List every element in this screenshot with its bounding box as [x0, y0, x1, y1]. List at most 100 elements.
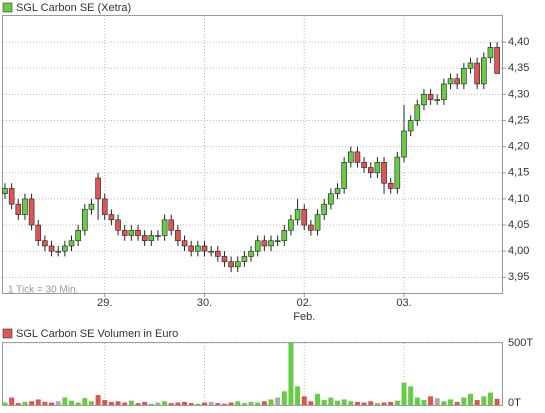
volume-bar: [414, 397, 420, 405]
volume-bar: [75, 402, 81, 405]
candle-body: [155, 235, 161, 237]
candle-body: [474, 62, 480, 85]
candle-body: [281, 229, 288, 242]
volume-bar: [135, 403, 141, 405]
candle-body: [195, 245, 201, 252]
volume-bar: [388, 401, 394, 405]
annotation: 1 Tick = 30 Min.: [8, 285, 78, 296]
x-tick-label: 02.: [297, 297, 312, 309]
candle-body: [201, 245, 208, 252]
candle-body: [82, 209, 88, 231]
candle-body: [294, 209, 301, 221]
y-tick-label: 4,20: [508, 141, 529, 153]
candle-body: [487, 47, 494, 59]
volume-bar: [248, 401, 254, 405]
volume-bar: [341, 399, 347, 405]
candle-body: [55, 250, 62, 253]
candle-body: [414, 104, 421, 121]
candle-body: [241, 256, 248, 262]
volume-bar: [394, 400, 400, 405]
candle-body: [221, 256, 228, 262]
volume-bar: [335, 400, 340, 405]
volume-bar: [148, 403, 154, 405]
volume-bar: [421, 400, 427, 405]
candle-body: [341, 162, 347, 189]
volume-bar: [215, 403, 221, 405]
volume-bar: [9, 397, 15, 405]
volume-bar: [408, 386, 414, 405]
candle-body: [2, 188, 8, 194]
candle-body: [274, 240, 281, 243]
candle-body: [88, 203, 95, 210]
y-tick-label: 4,15: [508, 167, 529, 179]
candle-body: [15, 203, 22, 215]
candle-body: [62, 245, 68, 252]
candle-body: [321, 203, 328, 215]
volume-bar: [22, 401, 28, 405]
y-tick-label: 4,25: [508, 114, 529, 126]
y-tick-label: 4,40: [508, 36, 529, 48]
volume-bar: [122, 402, 128, 405]
volume-bar: [401, 382, 407, 405]
candle-body: [148, 235, 155, 242]
volume-bar: [454, 401, 460, 405]
volume-bar: [468, 393, 473, 405]
candle-body: [35, 224, 42, 242]
volume-bar: [448, 399, 454, 405]
y-tick-label: 4,05: [508, 219, 529, 231]
volume-bar: [434, 398, 440, 405]
candle-body: [8, 188, 15, 205]
volume-bar: [128, 400, 134, 405]
volume-bar: [2, 402, 8, 405]
volume-bar: [461, 397, 467, 405]
volume-bar: [428, 396, 434, 405]
y-tick-label: 4,10: [508, 193, 529, 205]
volume-bar: [69, 400, 74, 405]
volume-bar: [295, 386, 301, 405]
candle-body: [188, 245, 194, 252]
candle-body: [42, 240, 48, 247]
candle-body: [494, 47, 500, 74]
y-tick-label: 3,95: [508, 271, 529, 283]
volume-bar: [162, 401, 168, 405]
volume-bar: [108, 401, 114, 405]
x-sublabel: Feb.: [293, 311, 315, 323]
chart-title: SGL Carbon SE Volumen in Euro: [16, 328, 178, 340]
candle-body: [427, 94, 434, 100]
volume-bar: [321, 400, 327, 405]
volume-bar: [82, 398, 88, 405]
y-tick-label: 4,30: [508, 88, 529, 100]
x-tick-label: 03.: [396, 297, 411, 309]
volume-bar: [15, 403, 21, 405]
candle-body: [135, 229, 141, 236]
volume-bar: [368, 401, 374, 405]
plot-frame: [2, 342, 503, 406]
volume-bar: [202, 402, 207, 405]
legend-icon: [2, 328, 13, 339]
y-tick-label: 4,00: [508, 245, 529, 257]
volume-bar: [175, 402, 181, 405]
volume-bar: [268, 399, 274, 405]
candle-body: [334, 188, 341, 194]
volume-bar: [88, 401, 94, 405]
candle-body: [108, 214, 115, 221]
volume-bar: [208, 401, 214, 405]
plot-frame: [2, 15, 503, 294]
candle-body: [301, 209, 308, 226]
volume-bar: [241, 403, 247, 405]
volume-bar: [255, 402, 261, 405]
volume-bar: [142, 401, 148, 405]
y-tick-label: 0T: [508, 397, 521, 409]
candle-body: [228, 261, 234, 268]
candle-body: [141, 235, 148, 242]
candle-body: [215, 250, 221, 257]
volume-bar: [288, 343, 294, 405]
volume-bar: [261, 401, 267, 405]
candle-body: [128, 229, 135, 236]
candle-body: [328, 193, 334, 205]
volume-bar: [354, 401, 360, 405]
candle-body: [101, 198, 108, 215]
volume-bar: [235, 401, 241, 405]
volume-bar: [221, 403, 227, 405]
volume-bar: [481, 396, 487, 405]
